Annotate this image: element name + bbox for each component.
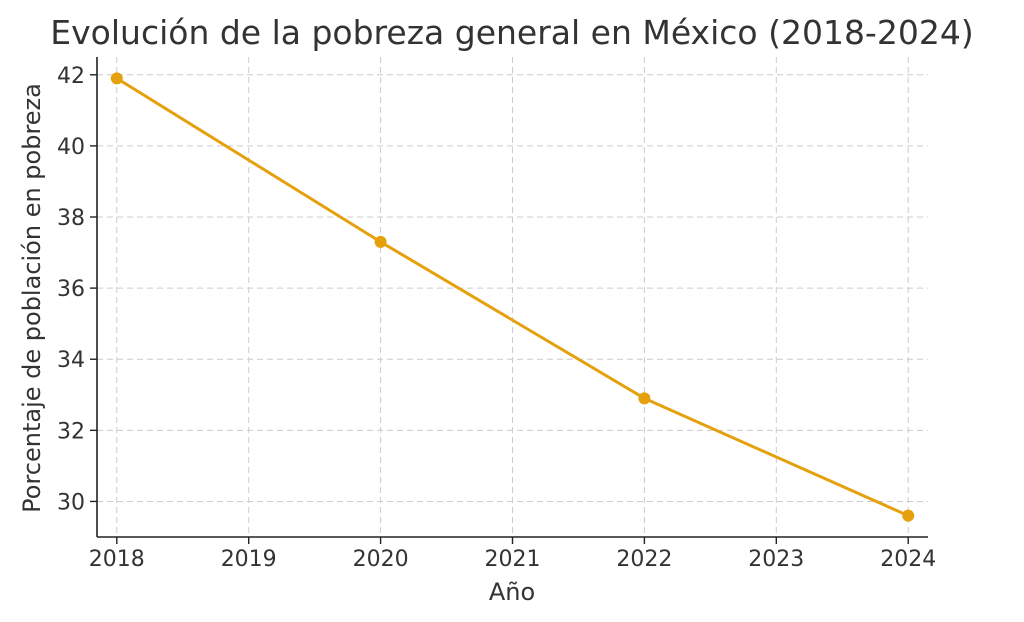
y-tick-label: 32 <box>57 419 85 444</box>
x-tick-label: 2020 <box>353 547 409 572</box>
y-tick-label: 36 <box>57 277 85 302</box>
grid <box>97 57 928 537</box>
series <box>110 72 915 522</box>
y-tick-label: 30 <box>57 490 85 515</box>
data-point <box>902 509 915 522</box>
chart-title: Evolución de la pobreza general en Méxic… <box>50 13 973 52</box>
ticks: 2018 2019 2020 2021 2022 2023 2024 30 32 34 36 38 40… <box>57 64 936 572</box>
x-axis-label: Año <box>489 578 535 606</box>
x-tick-label: 2023 <box>748 547 804 572</box>
y-tick-label: 42 <box>57 64 85 89</box>
data-point <box>374 235 387 248</box>
data-point <box>110 72 123 85</box>
series-line <box>115 76 910 518</box>
x-tick-label: 2024 <box>880 547 936 572</box>
x-tick-label: 2019 <box>221 547 277 572</box>
x-tick-label: 2018 <box>89 547 145 572</box>
y-tick-label: 38 <box>57 206 85 231</box>
data-point <box>638 392 651 405</box>
x-tick-label: 2021 <box>485 547 541 572</box>
y-axis-label: Porcentaje de población en pobreza <box>18 83 46 513</box>
y-tick-label: 40 <box>57 135 85 160</box>
y-tick-label: 34 <box>57 348 85 373</box>
x-tick-label: 2022 <box>616 547 672 572</box>
